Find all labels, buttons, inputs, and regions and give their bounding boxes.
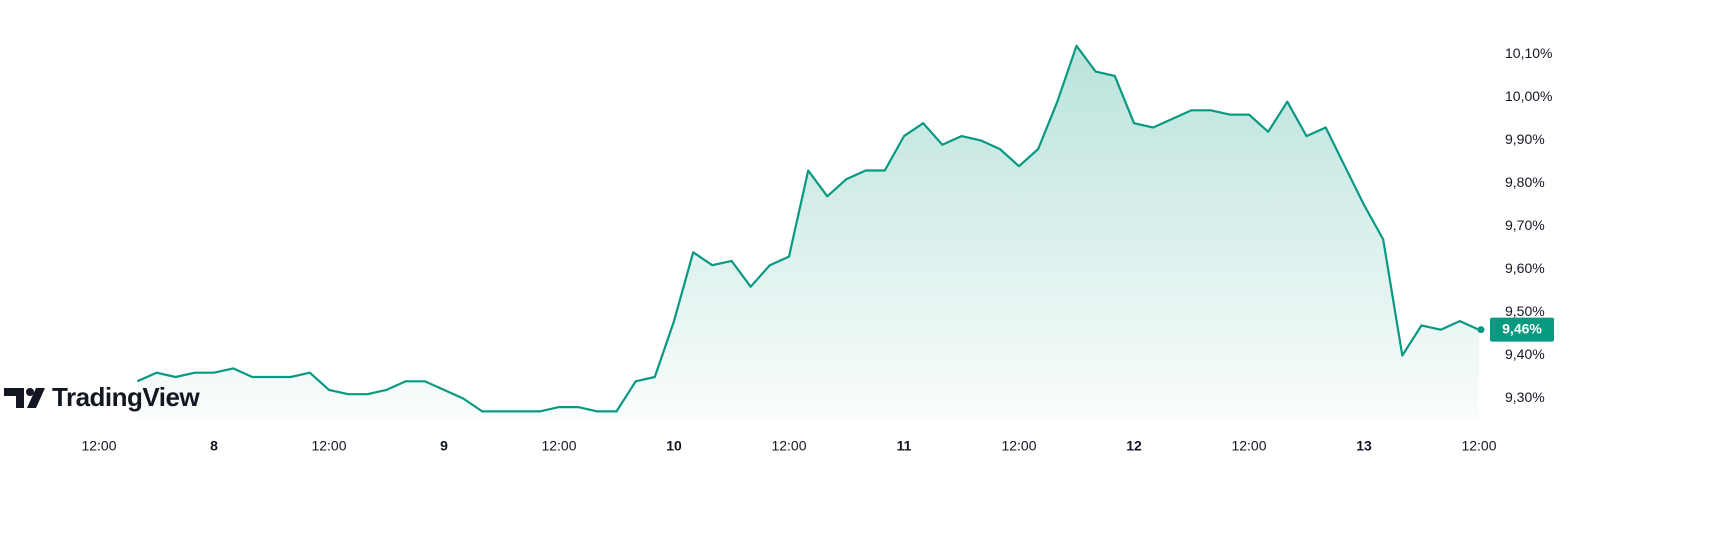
watermark: TradingView <box>4 382 201 412</box>
x-tick-label: 12 <box>1126 438 1142 454</box>
last-value-box <box>1490 317 1554 342</box>
logo-part <box>26 388 34 396</box>
line <box>136 44 1480 413</box>
y-tick-label: 9,60% <box>1505 260 1545 276</box>
x-tick-label: 9 <box>440 438 448 454</box>
y-tick-label: 9,40% <box>1505 346 1545 362</box>
brand-name: TradingView <box>52 382 200 412</box>
x-tick-label: 12:00 <box>1461 438 1496 454</box>
y-tick-label: 9,30% <box>1505 389 1545 405</box>
y-tick-label: 9,70% <box>1505 217 1545 233</box>
x-tick-label: 11 <box>897 438 912 454</box>
area <box>137 45 1479 421</box>
x-tick-label: 13 <box>1356 438 1372 454</box>
y-tick-label: 9,50% <box>1505 303 1545 319</box>
x-tick-label: 12:00 <box>771 438 806 454</box>
x-tick-label: 8 <box>210 438 218 454</box>
logo-part <box>4 388 24 408</box>
x-tick-label: 10 <box>666 438 682 454</box>
x-tick-label: 12:00 <box>81 438 116 454</box>
last-value-label: 9,46% <box>1502 320 1542 336</box>
x-tick-label: 12:00 <box>1001 438 1036 454</box>
x-tick-label: 12:00 <box>541 438 576 454</box>
last-point <box>1477 326 1485 334</box>
y-tick-label: 10,00% <box>1505 88 1552 104</box>
x-tick-label: 12:00 <box>311 438 346 454</box>
x-tick-label: 12:00 <box>1231 438 1266 454</box>
y-tick-label: 9,90% <box>1505 131 1545 147</box>
logo-part <box>27 388 45 408</box>
y-tick-label: 10,10% <box>1505 45 1552 61</box>
y-tick-label: 9,80% <box>1505 174 1545 190</box>
plot-area <box>136 44 1485 421</box>
